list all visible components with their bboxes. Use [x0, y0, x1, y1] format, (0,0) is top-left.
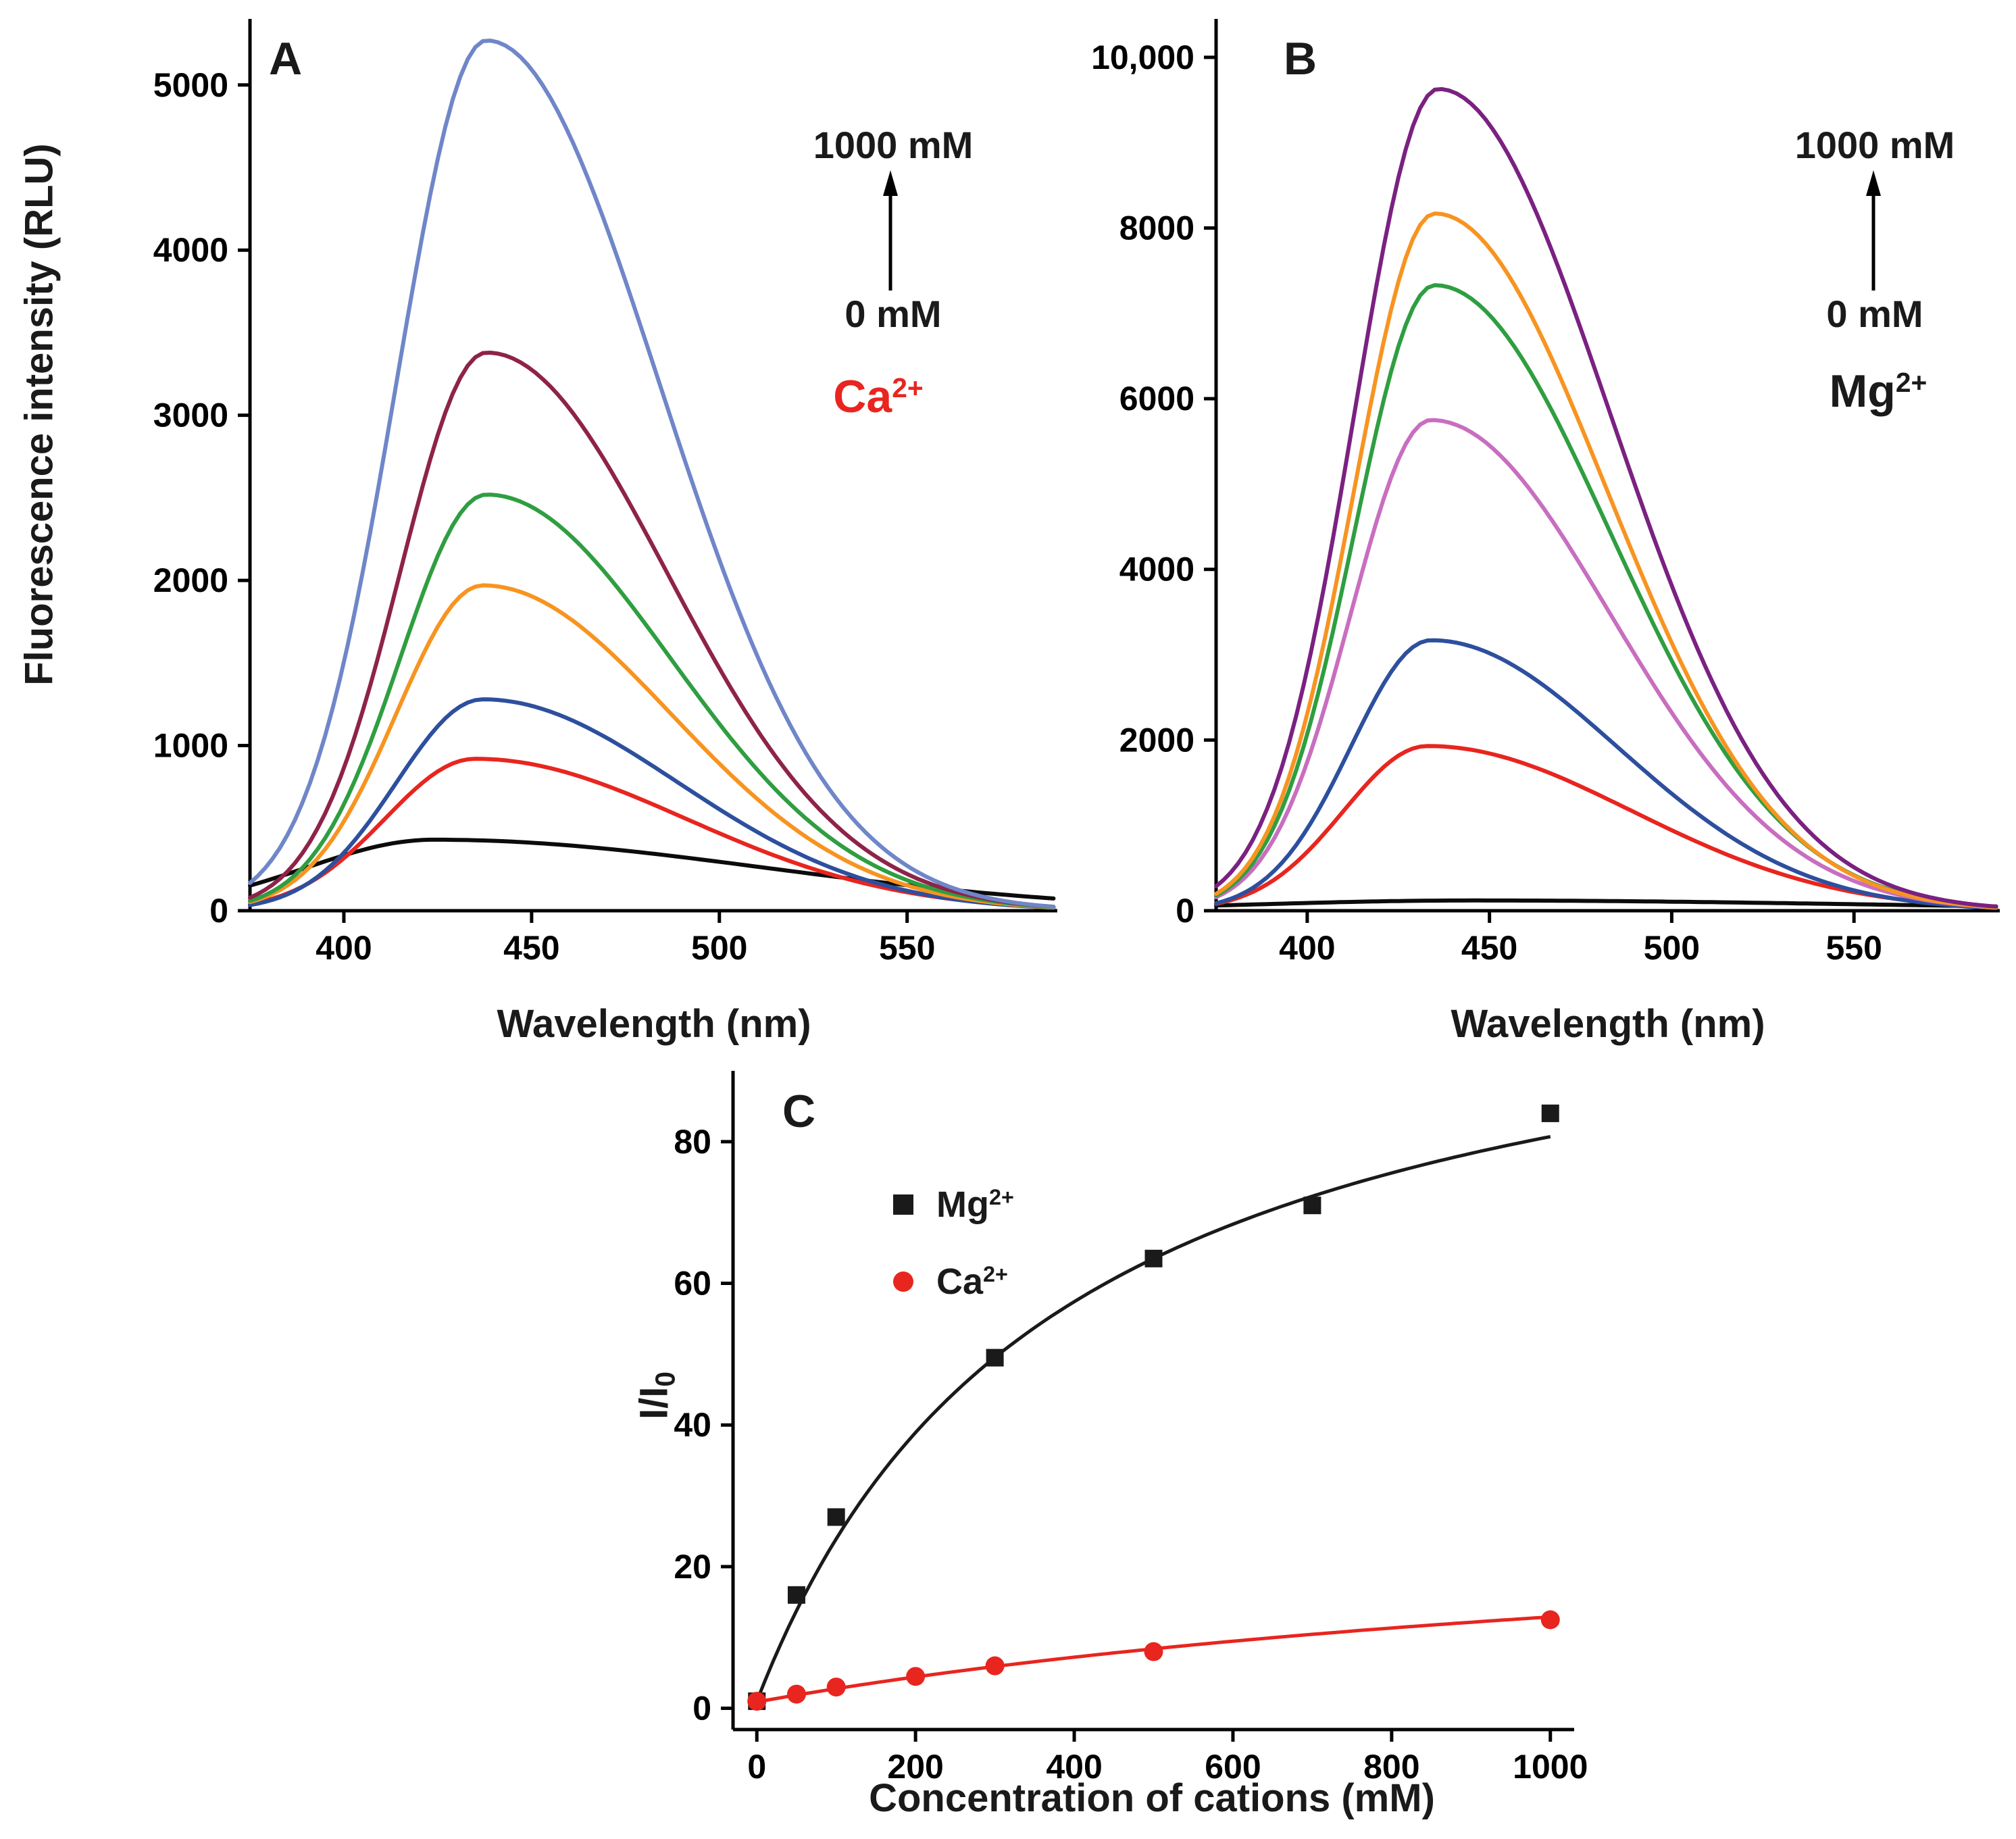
panel-c-x-axis-label: Concentration of cations (mM) — [869, 1776, 1435, 1820]
magnesium-ion-label: Mg2+ — [1743, 365, 2013, 418]
i-over-i-text: I/I — [632, 1386, 676, 1419]
spectrum-curve — [248, 351, 1056, 909]
mg-square-marker-icon — [893, 1194, 913, 1215]
spectrum-curve — [248, 493, 1056, 909]
magnesium-charge: 2+ — [1895, 366, 1927, 398]
fit-curve — [755, 1134, 1551, 1703]
legend-ca-label: Ca2+ — [936, 1261, 1008, 1303]
legend-ca-symbol: Ca — [936, 1261, 984, 1302]
tick-label: 0 — [747, 1748, 766, 1786]
panel-a-label: A — [269, 33, 303, 84]
tick-label: 2000 — [1119, 721, 1194, 759]
legend-item-ca: Ca2+ — [893, 1261, 1014, 1303]
legend-item-mg: Mg2+ — [893, 1184, 1014, 1226]
panel-c-label: C — [782, 1086, 816, 1137]
spectrum-curve — [1214, 638, 1998, 910]
tick-label: 200 — [887, 1748, 943, 1786]
data-point-square — [1144, 1249, 1163, 1267]
panel-c-y-axis-label: I/I0 — [632, 1321, 681, 1470]
tick-label: 400 — [1279, 929, 1335, 967]
data-point-circle — [906, 1667, 926, 1686]
tick-label: 450 — [503, 929, 559, 967]
tick-label: 60 — [674, 1265, 711, 1303]
tick-label: 1000 — [1513, 1748, 1588, 1786]
spectrum-curve — [1214, 744, 1998, 909]
calcium-symbol: Ca — [833, 371, 892, 422]
panel-b-high-conc-label: 1000 mM — [1794, 124, 1955, 166]
data-point-square — [986, 1349, 1004, 1367]
data-point-square — [1541, 1104, 1559, 1122]
spectrum-curve — [1214, 898, 1998, 909]
spectrum-curve — [1214, 418, 1998, 910]
tick-label: 80 — [674, 1123, 711, 1161]
data-point-circle — [1540, 1610, 1560, 1630]
data-point-square — [1303, 1196, 1321, 1215]
tick-label: 500 — [691, 929, 747, 967]
tick-label: 550 — [879, 929, 935, 967]
tick-label: 400 — [316, 929, 372, 967]
i-zero-subscript: 0 — [649, 1371, 681, 1387]
legend-ca-charge: 2+ — [983, 1262, 1008, 1287]
tick-label: 550 — [1825, 929, 1882, 967]
data-point-square — [827, 1508, 845, 1526]
tick-label: 400 — [1046, 1748, 1102, 1786]
data-point-circle — [826, 1678, 846, 1697]
data-point-square — [787, 1586, 805, 1604]
tick-label: 20 — [674, 1548, 711, 1586]
panel-c-binding-curve-chart: 0 200 400 600 800 1000 0 20 40 60 80 — [674, 1071, 1588, 1786]
panel-b-x-axis-label: Wavelength (nm) — [1451, 1002, 1765, 1046]
tick-label: 2000 — [153, 561, 228, 599]
legend-mg-label: Mg2+ — [936, 1184, 1014, 1226]
tick-label: 0 — [692, 1690, 711, 1728]
legend: Mg2+ Ca2+ — [893, 1184, 1014, 1338]
spectrum-curve — [248, 39, 1056, 909]
tick-label: 0 — [209, 892, 228, 930]
panel-b-zero-conc-label: 0 mM — [1826, 293, 1923, 335]
tick-label: 0 — [1176, 892, 1194, 930]
legend-mg-charge: 2+ — [988, 1185, 1014, 1210]
tick-label: 40 — [674, 1406, 711, 1444]
panel-a-high-conc-label: 1000 mM — [813, 124, 974, 166]
tick-label: 500 — [1644, 929, 1700, 967]
spectrum-curve — [248, 697, 1056, 910]
tick-label: 1000 — [153, 727, 228, 765]
tick-label: 4000 — [153, 231, 228, 269]
tick-label: 4000 — [1119, 551, 1194, 588]
legend-mg-symbol: Mg — [936, 1184, 989, 1225]
tick-label: 10,000 — [1091, 39, 1194, 76]
tick-label: 5000 — [153, 66, 228, 104]
panel-b-label: B — [1284, 33, 1317, 84]
calcium-ion-label: Ca2+ — [743, 370, 1013, 423]
tick-label: 800 — [1363, 1748, 1419, 1786]
spectrum-curve — [1214, 86, 1998, 909]
data-point-circle — [1144, 1642, 1163, 1661]
spectrum-curve — [1214, 211, 1998, 910]
tick-label: 600 — [1205, 1748, 1261, 1786]
magnesium-symbol: Mg — [1829, 366, 1896, 417]
panel-a-x-axis-label: Wavelength (nm) — [497, 1002, 811, 1046]
data-point-circle — [747, 1692, 767, 1711]
tick-label: 8000 — [1119, 209, 1194, 247]
ca-circle-marker-icon — [893, 1271, 913, 1292]
panel-b-spectrum-chart: 400 450 500 550 0 2000 4000 6000 8000 10,000 — [1091, 19, 2000, 967]
arrow-up-icon — [878, 170, 903, 295]
data-point-circle — [786, 1684, 806, 1704]
panel-a-y-axis-label: Fluorescence intensity (RLU) — [17, 143, 61, 686]
panel-a-zero-conc-label: 0 mM — [845, 293, 942, 335]
data-point-circle — [985, 1656, 1005, 1676]
spectrum-curve — [248, 583, 1056, 910]
calcium-charge: 2+ — [892, 372, 924, 403]
tick-label: 6000 — [1119, 380, 1194, 418]
panel-a-spectrum-chart: 400 450 500 550 0 1000 2000 3000 4000 5000 — [153, 19, 1057, 967]
arrow-up-icon — [1861, 170, 1886, 295]
tick-label: 3000 — [153, 397, 228, 434]
tick-label: 450 — [1461, 929, 1517, 967]
